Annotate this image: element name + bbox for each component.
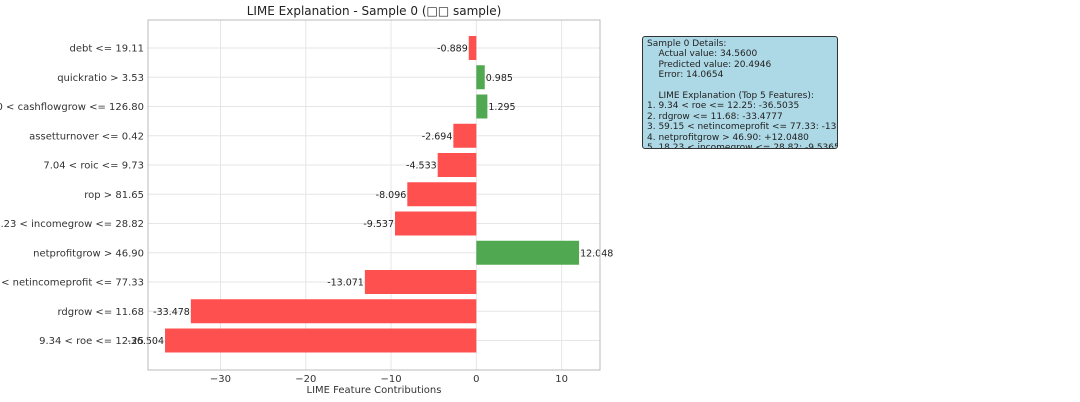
bar-value-label: -13.071 [327, 278, 364, 289]
x-tick-label: −30 [210, 374, 231, 385]
bar [476, 94, 488, 119]
info-line: 5. 18.23 < incomegrow <= 28.82: -9.5365 [647, 143, 838, 149]
bar [476, 240, 580, 265]
bar [395, 211, 477, 236]
bar [476, 65, 485, 90]
info-line: 4. netprofitgrow > 46.90: +12.0480 [647, 132, 809, 143]
bar-value-label: -33.478 [153, 307, 190, 318]
bar [437, 153, 477, 177]
bar [165, 328, 477, 353]
y-tick-label: netprofitgrow > 46.90 [33, 248, 144, 259]
x-tick-label: 10 [555, 374, 568, 385]
x-tick-label: −10 [381, 374, 402, 385]
bar-value-label: -36.504 [127, 336, 164, 347]
x-tick-label: −20 [295, 374, 316, 385]
bar-value-label: 1.295 [488, 102, 515, 113]
bar [468, 36, 477, 60]
info-line: 1. 9.34 < roe <= 12.25: -36.5035 [647, 101, 800, 112]
info-line: Error: 14.0654 [647, 70, 724, 81]
bar-value-label: -9.537 [363, 219, 394, 230]
bar [407, 182, 477, 207]
y-tick-label: assetturnover <= 0.42 [29, 131, 144, 142]
bar-value-label: -8.096 [376, 190, 407, 201]
y-tick-label: 7.04 < roic <= 9.73 [43, 161, 144, 172]
y-tick-label: 59.15 < netincomeprofit <= 77.33 [0, 278, 144, 289]
y-tick-label: rdgrow <= 11.68 [57, 307, 144, 318]
bar-value-label: -2.694 [422, 131, 453, 142]
bar-value-label: -4.533 [406, 161, 437, 172]
info-line: Actual value: 34.5600 [647, 49, 758, 60]
info-line: 3. 59.15 < netincomeprofit <= 77.33: -13… [647, 122, 838, 133]
info-line: 2. rdgrow <= 11.68: -33.4777 [647, 111, 783, 122]
info-line: Predicted value: 20.4946 [647, 59, 772, 70]
bar-value-label: 12.048 [580, 248, 613, 259]
bar [190, 299, 477, 324]
plot-frame [147, 19, 601, 371]
info-line [647, 81, 833, 91]
y-tick-label: debt <= 19.11 [69, 44, 144, 55]
x-axis-label: LIME Feature Contributions [307, 385, 442, 396]
chart-title: LIME Explanation - Sample 0 (□□ sample) [247, 4, 502, 18]
bar [364, 270, 477, 294]
bar-value-label: 0.985 [486, 73, 513, 84]
y-tick-label: rop > 81.65 [84, 190, 144, 201]
y-tick-label: quickratio > 3.53 [57, 73, 144, 84]
bar-value-label: -0.889 [437, 44, 468, 55]
y-tick-label: 9.34 < roe <= 12.25 [39, 336, 144, 347]
info-line: LIME Explanation (Top 5 Features): [647, 91, 814, 102]
x-tick-label: 0 [473, 374, 479, 385]
bar [453, 123, 477, 148]
y-tick-label: 18.23 < incomegrow <= 28.82 [0, 219, 144, 230]
info-line: Sample 0 Details: [647, 39, 727, 49]
sample-details-box: Sample 0 Details: Actual value: 34.5600 … [642, 36, 838, 149]
y-tick-label: 26.30 < cashflowgrow <= 126.80 [0, 102, 144, 113]
